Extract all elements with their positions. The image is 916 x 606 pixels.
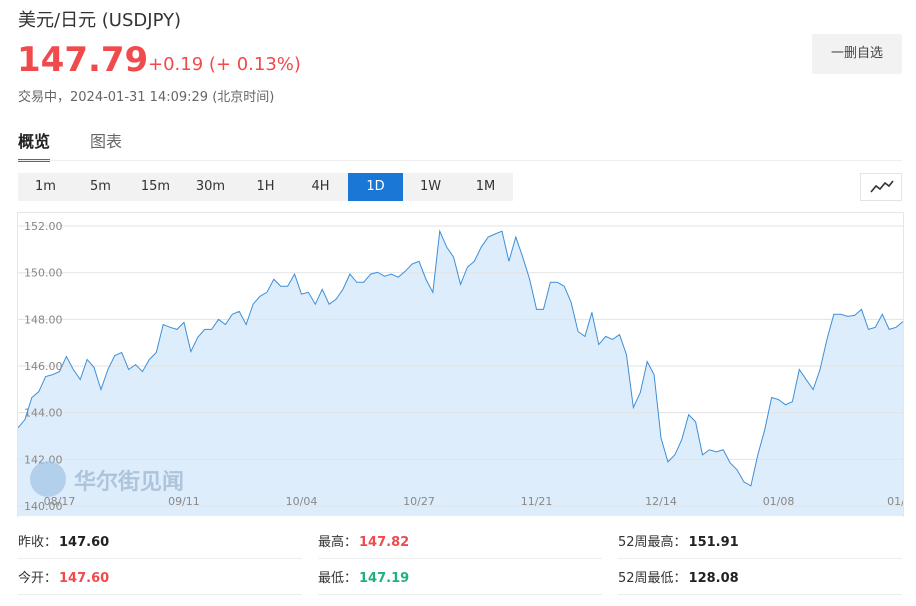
stat: 最高： 147.82 [318,531,409,550]
status: 交易中，2024-01-31 14:09:29 (北京时间) [18,90,275,105]
y-tick-label: 150.00 [24,267,63,280]
tabs: 概览 图表 [18,128,122,162]
separator [18,558,302,559]
chart: 140.00142.00144.00146.00148.00150.00152.… [18,220,903,516]
tab[interactable]: 概览 [18,128,51,162]
range-button[interactable]: 1W [419,179,442,194]
stat-value: 147.82 [359,535,410,550]
stat-label: 今开： [18,571,58,586]
range-button[interactable]: 5m [90,179,111,194]
range-button[interactable]: 30m [195,179,226,194]
chart-type-button[interactable] [860,173,902,201]
x-tick-label: 12/14 [645,495,677,508]
change: +0.19 (+ 0.13%) [148,54,301,75]
y-tick-label: 148.00 [24,313,63,326]
stat: 52周最高： 151.91 [618,531,739,550]
stat-value: 151.91 [688,535,739,550]
range-button[interactable]: 1m [35,179,56,194]
x-tick-label: 09/11 [168,495,200,508]
icon [870,180,894,193]
x-tick-label: 08/17 [44,495,76,508]
range-button[interactable]: 1D [348,173,403,201]
separator [618,594,902,595]
x-tick-label: 01/08 [763,495,795,508]
y-tick-label: 146.00 [24,360,63,373]
stat-label: 最低： [318,571,358,586]
range-button[interactable]: 1M [475,179,496,194]
watchlist-button[interactable]: 一删自选 [812,34,902,74]
stat-value: 147.60 [59,535,110,550]
area [18,231,903,516]
stat: 昨收： 147.60 [18,531,109,550]
x-tick-label: 11/21 [521,495,553,508]
range-button[interactable]: 15m [140,179,171,194]
range-bar: 1m 5m 15m 30m 1H 4H 1D 1W 1M [18,173,513,201]
range-button[interactable]: 4H [311,179,330,194]
tab[interactable]: 图表 [90,132,123,151]
stat: 今开： 147.60 [18,567,109,586]
stat: 52周最低： 128.08 [618,567,739,586]
separator [618,558,902,559]
y-tick-label: 140.00 [24,500,63,513]
x-tick-label: 10/04 [286,495,318,508]
chart-frame [17,212,904,517]
y-tick-label: 152.00 [24,220,63,233]
stat-label: 最高： [318,535,358,550]
x-tick-label: 01/31 [887,495,903,508]
stat-label: 52周最低： [618,571,687,586]
price: 147.79 [17,40,149,80]
separator [318,558,602,559]
stat-value: 147.60 [59,571,110,586]
stat: 最低： 147.19 [318,567,409,586]
divider [18,160,902,161]
y-tick-label: 144.00 [24,407,63,420]
price-line [18,229,903,487]
separator [318,594,602,595]
stat-label: 52周最高： [618,535,687,550]
title: 美元/日元 (USDJPY) [18,10,182,31]
stat-value: 128.08 [688,571,739,586]
separator [18,594,302,595]
range-button[interactable]: 1H [256,179,275,194]
watermark-logo [30,461,66,497]
stat-label: 昨收： [18,535,58,550]
watermark: 华尔街见闻 [74,469,184,495]
stat-value: 147.19 [359,571,410,586]
x-tick-label: 10/27 [403,495,435,508]
